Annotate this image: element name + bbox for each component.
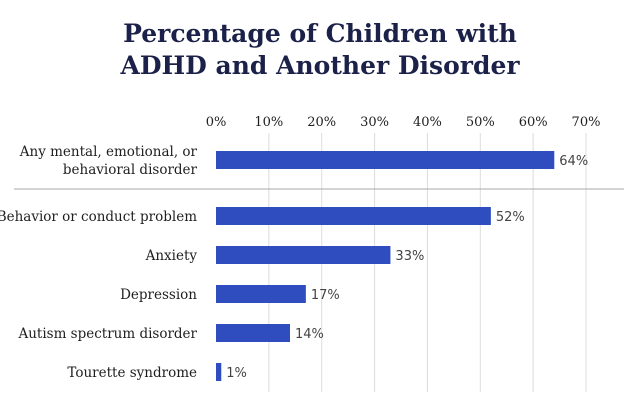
x-tick-label: 70% [572, 115, 601, 130]
category-label: Depression [120, 287, 197, 303]
bar [216, 207, 491, 225]
category-label: Behavior or conduct problem [0, 209, 197, 225]
category-label: Tourette syndrome [67, 365, 197, 381]
bar [216, 324, 290, 342]
category-label: behavioral disorder [63, 162, 198, 178]
x-tick-label: 50% [466, 115, 495, 130]
x-tick-label: 30% [360, 115, 389, 130]
data-label: 64% [559, 154, 588, 169]
data-label: 33% [395, 249, 424, 264]
bar [216, 363, 222, 381]
x-tick-label: 10% [254, 115, 283, 130]
data-label: 1% [226, 366, 247, 381]
bar [216, 285, 306, 303]
x-tick-label: 0% [206, 115, 227, 130]
category-label: Any mental, emotional, or [19, 144, 198, 160]
chart-title: Percentage of Children with ADHD and Ano… [0, 18, 640, 82]
x-tick-label: 60% [519, 115, 548, 130]
category-label: Anxiety [145, 248, 198, 264]
x-tick-label: 40% [413, 115, 442, 130]
x-tick-label: 20% [307, 115, 336, 130]
chart-title-line-2: ADHD and Another Disorder [120, 51, 520, 80]
category-label: Autism spectrum disorder [17, 326, 197, 342]
chart-title-line-1: Percentage of Children with [123, 19, 517, 48]
data-label: 14% [295, 327, 324, 342]
data-label: 17% [311, 288, 340, 303]
data-label: 52% [496, 210, 525, 225]
bar [216, 151, 555, 169]
bar [216, 246, 391, 264]
